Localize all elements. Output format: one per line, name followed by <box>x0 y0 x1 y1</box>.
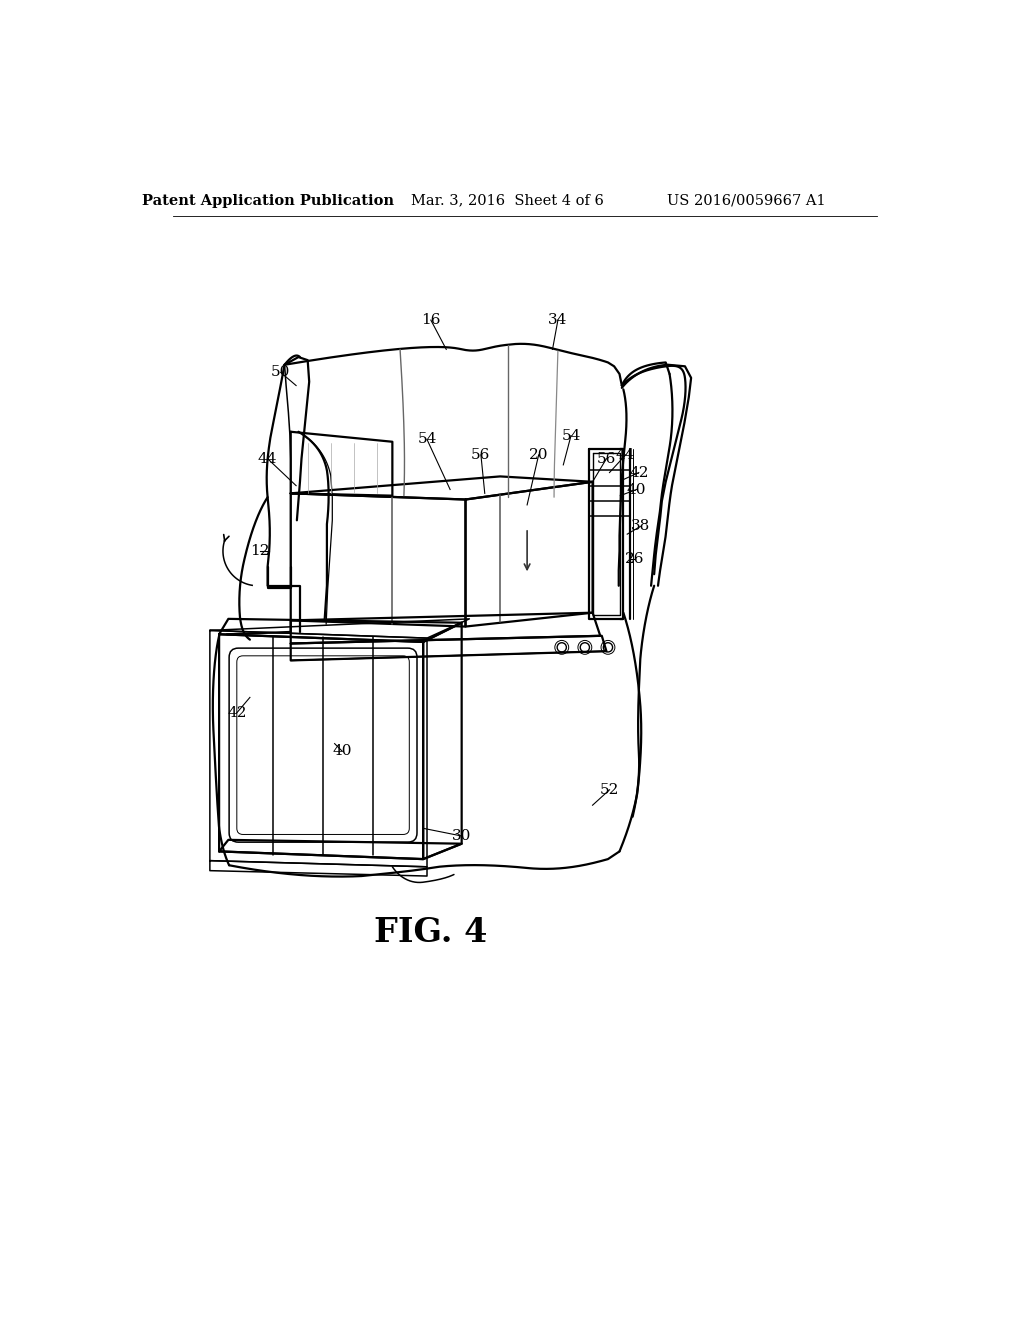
Text: 40: 40 <box>627 483 646 496</box>
Text: 30: 30 <box>452 829 471 843</box>
Text: 26: 26 <box>626 552 645 566</box>
Text: 16: 16 <box>421 313 440 327</box>
Text: 34: 34 <box>548 313 567 327</box>
Text: 38: 38 <box>631 520 650 533</box>
Text: Mar. 3, 2016  Sheet 4 of 6: Mar. 3, 2016 Sheet 4 of 6 <box>412 194 604 207</box>
Text: 56: 56 <box>471 447 490 462</box>
FancyBboxPatch shape <box>229 648 417 842</box>
Text: 44: 44 <box>615 447 636 462</box>
Text: 52: 52 <box>600 783 620 797</box>
Text: 44: 44 <box>258 451 278 466</box>
Text: 54: 54 <box>418 433 436 446</box>
Text: FIG. 4: FIG. 4 <box>374 916 487 949</box>
Text: 56: 56 <box>597 451 616 466</box>
Text: 42: 42 <box>227 706 247 719</box>
Text: 12: 12 <box>250 544 269 558</box>
Text: 50: 50 <box>271 366 291 379</box>
Text: 40: 40 <box>333 744 352 758</box>
Text: Patent Application Publication: Patent Application Publication <box>141 194 393 207</box>
Text: 42: 42 <box>629 466 648 479</box>
Text: US 2016/0059667 A1: US 2016/0059667 A1 <box>668 194 826 207</box>
Text: 20: 20 <box>529 447 549 462</box>
Text: 54: 54 <box>561 429 581 442</box>
